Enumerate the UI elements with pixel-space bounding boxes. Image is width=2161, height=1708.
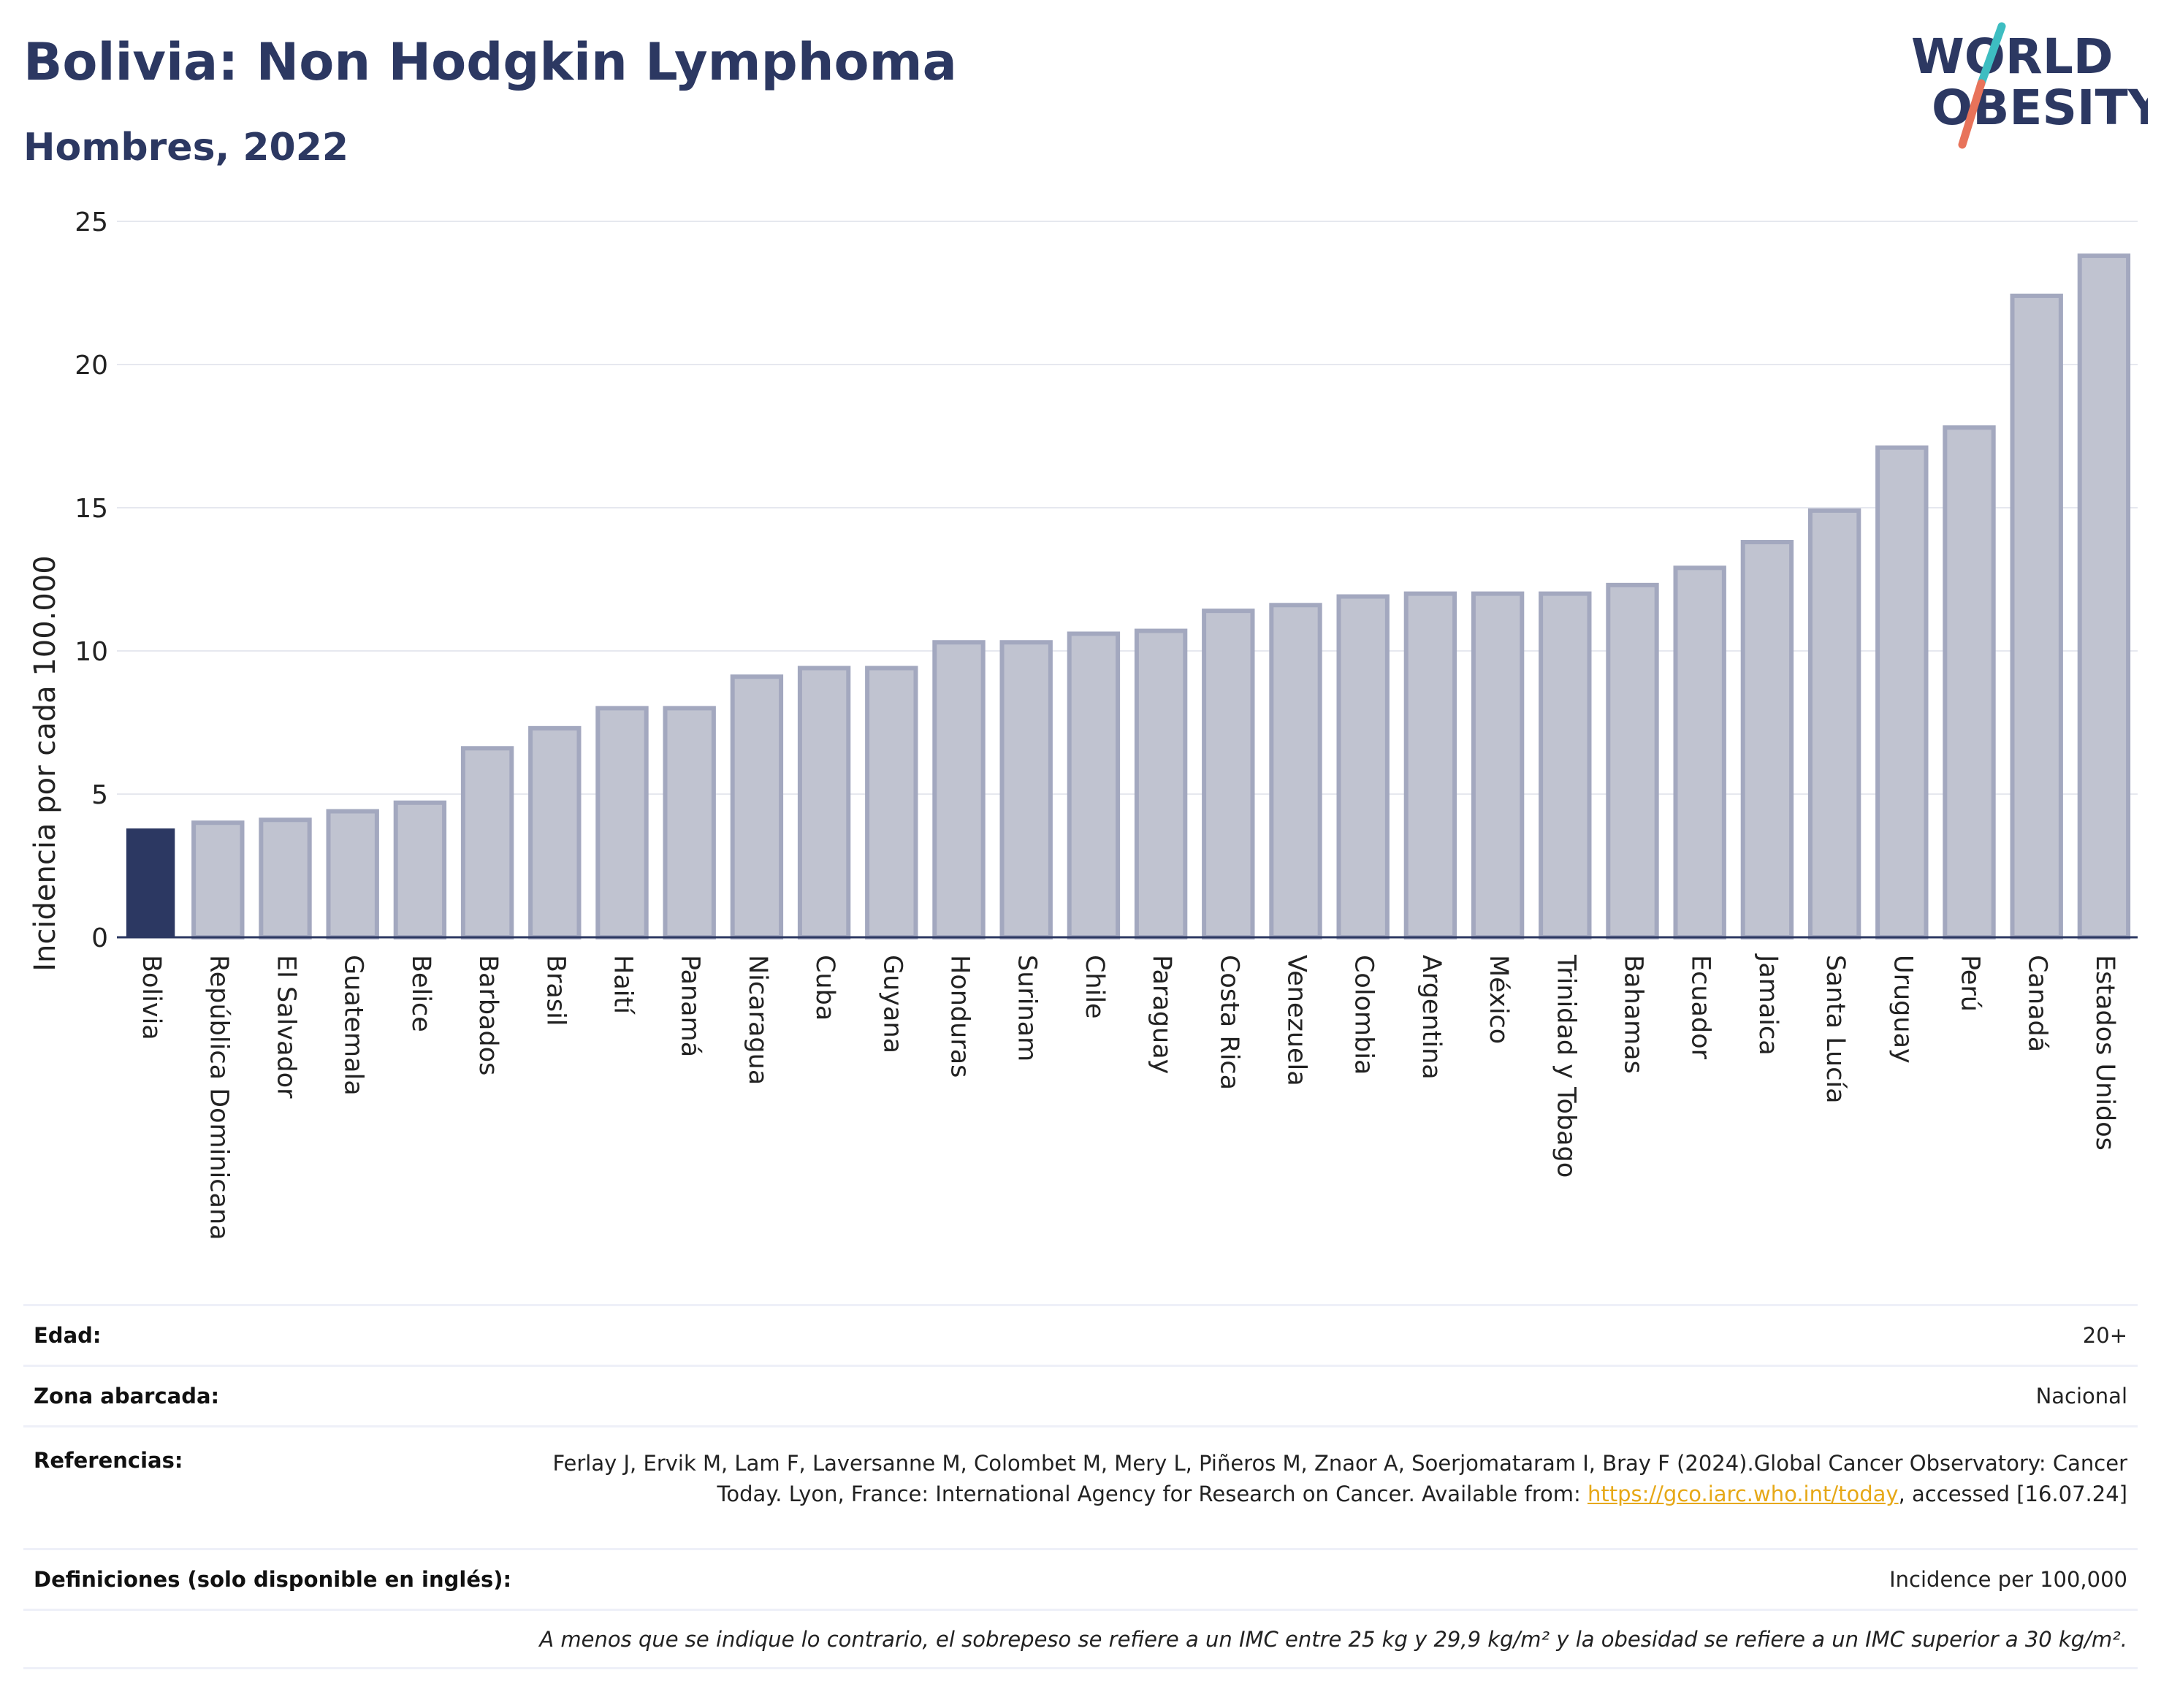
info-row-referencias: Referencias: Ferlay J, Ervik M, Lam F, L… — [23, 1425, 2138, 1548]
x-tick-label: Chile — [1080, 955, 1109, 1019]
x-tick-label: México — [1484, 955, 1513, 1044]
info-table: Edad: 20+ Zona abarcada: Nacional Refere… — [23, 1304, 2138, 1669]
y-axis-ticks: 0 5 10 15 20 25 — [75, 207, 108, 953]
x-tick-label: Guyana — [877, 955, 907, 1053]
logo-slash-coral — [1958, 79, 1986, 149]
definiciones-value: Incidence per 100,000 — [1889, 1567, 2127, 1592]
x-tick-label: Panamá — [676, 955, 705, 1057]
bar — [259, 817, 312, 940]
y-tick-label: 0 — [91, 923, 108, 953]
bar — [460, 746, 514, 940]
x-tick-label: Cuba — [810, 955, 839, 1021]
bar — [1875, 445, 1929, 939]
y-tick-label: 15 — [75, 494, 108, 524]
logo-slash-teal — [1977, 22, 2006, 88]
bar — [1336, 594, 1390, 940]
x-tick-label: Belice — [406, 955, 435, 1032]
x-tick-label: Bolivia — [137, 955, 166, 1040]
x-tick-label: Santa Lucía — [1821, 955, 1850, 1104]
x-tick-label: Argentina — [1417, 955, 1446, 1080]
page-title: Bolivia: Non Hodgkin Lymphoma — [23, 32, 957, 92]
bar — [595, 706, 649, 940]
chart-grid — [117, 221, 2138, 795]
x-tick-label: Honduras — [945, 955, 975, 1078]
x-tick-label: Surinam — [1013, 955, 1042, 1061]
bar — [1202, 609, 1255, 939]
info-row-zona: Zona abarcada: Nacional — [23, 1365, 2138, 1425]
y-tick-label: 20 — [75, 351, 108, 381]
x-tick-label: República Dominicana — [204, 955, 233, 1240]
edad-label: Edad: — [34, 1323, 102, 1348]
bar — [191, 820, 245, 940]
y-tick-label: 5 — [91, 780, 108, 810]
x-tick-label: Trinidad y Tobago — [1551, 954, 1580, 1178]
page-subtitle: Hombres, 2022 — [23, 126, 349, 169]
bar — [393, 800, 447, 940]
edad-value: 20+ — [2082, 1323, 2127, 1348]
x-tick-label: Barbados — [473, 955, 503, 1075]
bar — [1471, 591, 1525, 939]
x-tick-label: Costa Rica — [1214, 955, 1243, 1090]
x-tick-label: Venezuela — [1282, 955, 1311, 1086]
bar — [2077, 253, 2131, 940]
x-tick-label: Haití — [609, 955, 638, 1015]
info-row-definiciones: Definiciones (solo disponible en inglés)… — [23, 1548, 2138, 1609]
bar — [797, 666, 851, 940]
bar — [1403, 591, 1457, 939]
bar — [126, 828, 175, 937]
x-tick-label: El Salvador — [272, 955, 301, 1099]
y-axis-label: Incidencia por cada 100.000 — [28, 555, 62, 972]
x-tick-label: Colombia — [1349, 955, 1379, 1075]
bar — [528, 725, 582, 940]
y-tick-label: 10 — [75, 637, 108, 667]
referencias-value: Ferlay J, Ervik M, Lam F, Laversanne M, … — [484, 1448, 2127, 1509]
world-obesity-logo: WORLD OBESITY — [1911, 22, 2148, 149]
footnote: A menos que se indique lo contrario, el … — [539, 1626, 2127, 1652]
x-tick-label: Perú — [1956, 955, 1985, 1012]
definiciones-label: Definiciones (solo disponible en inglés)… — [34, 1567, 512, 1592]
bar — [1269, 603, 1322, 940]
x-axis-ticks: Bolivia República Dominicana El Salvador Gu… — [137, 953, 2119, 1240]
x-tick-label: Estados Unidos — [2090, 955, 2119, 1151]
chart-bars — [126, 253, 2131, 940]
bar — [865, 666, 918, 940]
x-tick-label: Uruguay — [1888, 955, 1917, 1064]
x-tick-label: Brasil — [541, 955, 570, 1026]
y-tick-label: 25 — [75, 207, 108, 237]
x-tick-label: Canadá — [2023, 955, 2052, 1052]
ref-text-2: , accessed [16.07.24] — [1898, 1482, 2127, 1506]
info-row-note: A menos que se indique lo contrario, el … — [23, 1609, 2138, 1669]
bar-chart: 0 5 10 15 20 25 Bolivia República Dominicana El… — [75, 207, 2138, 1240]
bar — [2010, 293, 2063, 940]
info-row-edad: Edad: 20+ — [23, 1304, 2138, 1365]
bar — [999, 640, 1053, 939]
logo-text-world: WORLD — [1911, 28, 2114, 85]
bar — [1740, 540, 1794, 940]
x-tick-label: Ecuador — [1686, 955, 1715, 1060]
bar — [1606, 582, 1659, 940]
bar — [1539, 591, 1592, 939]
x-tick-label: Bahamas — [1619, 955, 1648, 1074]
bar — [1673, 565, 1726, 939]
bar — [1807, 508, 1861, 940]
bar — [1943, 425, 1996, 939]
bar — [326, 809, 379, 940]
ref-text-1: Ferlay J, Ervik M, Lam F, Laversanne M, … — [552, 1451, 2127, 1506]
x-tick-label: Nicaragua — [743, 955, 772, 1085]
x-tick-label: Paraguay — [1147, 955, 1176, 1074]
bar — [932, 640, 986, 939]
x-tick-label: Jamaica — [1753, 953, 1783, 1056]
ref-link[interactable]: https://gco.iarc.who.int/today — [1587, 1482, 1899, 1506]
zona-label: Zona abarcada: — [34, 1384, 220, 1408]
bar — [1067, 631, 1121, 939]
bar — [1134, 628, 1188, 939]
bar — [730, 674, 784, 940]
bar — [663, 706, 716, 940]
referencias-label: Referencias: — [34, 1448, 183, 1473]
x-tick-label: Guatemala — [339, 955, 368, 1096]
zona-value: Nacional — [2035, 1384, 2127, 1408]
